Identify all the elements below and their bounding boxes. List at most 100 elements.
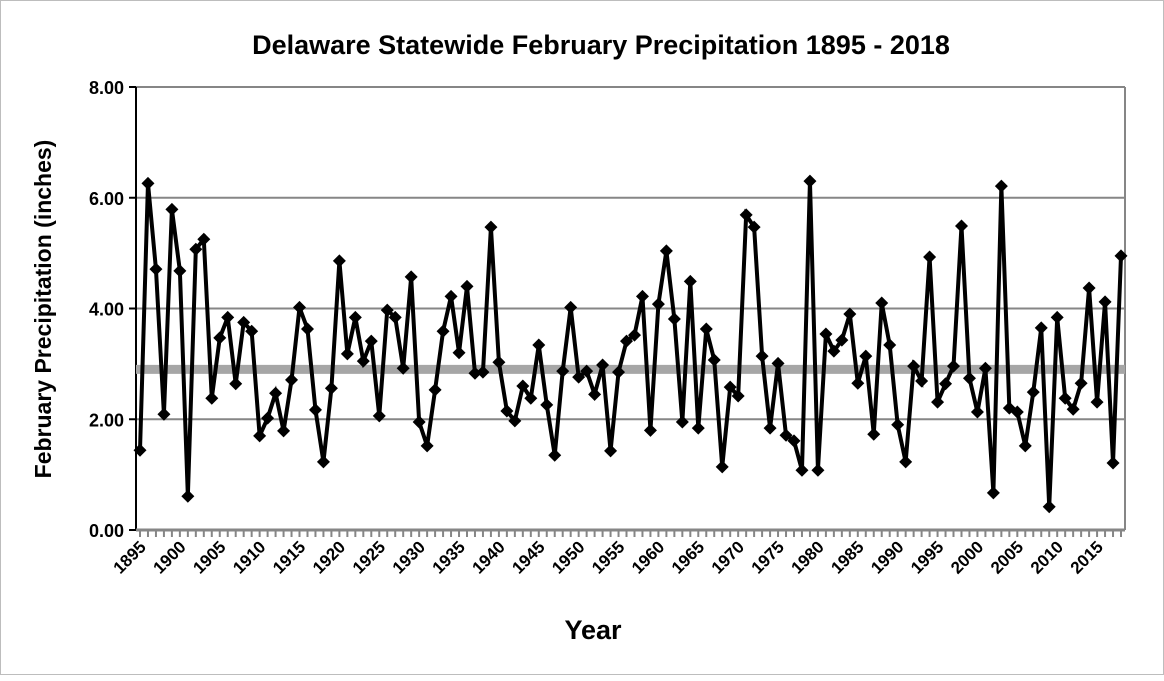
y-tick-label: 8.00 bbox=[89, 78, 124, 98]
data-point-2013 bbox=[1074, 376, 1088, 390]
x-tick-label: 1925 bbox=[349, 537, 389, 577]
data-point-1937 bbox=[468, 366, 482, 380]
y-tick-labels: 0.00 2.00 4.00 6.00 8.00 bbox=[89, 78, 124, 541]
data-point-2017 bbox=[1106, 456, 1120, 470]
data-point-1921 bbox=[340, 347, 354, 361]
data-point-1967 bbox=[707, 353, 721, 367]
data-point-1965 bbox=[691, 421, 705, 435]
data-point-2005 bbox=[1010, 405, 1024, 419]
x-tick-label: 1975 bbox=[748, 537, 788, 577]
chart-title: Delaware Statewide February Precipitatio… bbox=[252, 30, 950, 60]
data-point-1997 bbox=[947, 359, 961, 373]
data-point-1976 bbox=[779, 428, 793, 442]
data-point-1942 bbox=[508, 414, 522, 428]
data-point-1960 bbox=[651, 297, 665, 311]
data-point-2010 bbox=[1050, 310, 1064, 324]
data-point-2006 bbox=[1018, 439, 1032, 453]
data-point-1961 bbox=[659, 244, 673, 258]
x-tick-label: 1960 bbox=[628, 537, 668, 577]
data-point-1973 bbox=[755, 349, 769, 363]
x-tick-label: 1905 bbox=[189, 537, 229, 577]
x-axis-label: Year bbox=[564, 615, 622, 645]
x-tick-label: 1950 bbox=[548, 537, 588, 577]
data-point-1899 bbox=[165, 202, 179, 216]
data-point-1991 bbox=[899, 455, 913, 469]
data-point-1936 bbox=[460, 279, 474, 293]
data-point-1975 bbox=[771, 356, 785, 370]
y-tick-label: 2.00 bbox=[89, 410, 124, 430]
data-point-1958 bbox=[635, 289, 649, 303]
data-point-1966 bbox=[699, 322, 713, 336]
data-point-2015 bbox=[1090, 395, 1104, 409]
series-line bbox=[133, 174, 1128, 514]
data-point-1915 bbox=[293, 300, 307, 314]
data-point-1917 bbox=[308, 403, 322, 417]
data-point-1980 bbox=[811, 463, 825, 477]
data-point-1907 bbox=[229, 377, 243, 391]
data-point-1988 bbox=[875, 296, 889, 310]
data-point-1979 bbox=[803, 174, 817, 188]
data-point-1948 bbox=[556, 364, 570, 378]
x-tick-label: 2005 bbox=[987, 537, 1027, 577]
data-point-2014 bbox=[1082, 281, 1096, 295]
gridlines bbox=[129, 86, 1126, 531]
data-point-1902 bbox=[189, 242, 203, 256]
data-point-1925 bbox=[372, 409, 386, 423]
data-point-1959 bbox=[643, 423, 657, 437]
data-point-1950 bbox=[572, 370, 586, 384]
x-tick-label: 2000 bbox=[947, 537, 987, 577]
data-point-1984 bbox=[843, 307, 857, 321]
x-tick-label: 1920 bbox=[309, 537, 349, 577]
data-point-2018 bbox=[1114, 249, 1128, 263]
data-point-1929 bbox=[404, 270, 418, 284]
data-point-1909 bbox=[245, 324, 259, 338]
data-point-1916 bbox=[300, 322, 314, 336]
data-point-1939 bbox=[484, 220, 498, 234]
data-point-1996 bbox=[939, 377, 953, 391]
x-tick-label: 1995 bbox=[907, 537, 947, 577]
series-polyline bbox=[138, 181, 1123, 507]
data-point-1945 bbox=[532, 338, 546, 352]
data-point-1912 bbox=[269, 386, 283, 400]
data-point-2016 bbox=[1098, 295, 1112, 309]
data-point-1908 bbox=[237, 315, 251, 329]
data-point-1926 bbox=[380, 303, 394, 317]
data-point-1927 bbox=[388, 310, 402, 324]
data-point-1998 bbox=[954, 219, 968, 233]
data-point-1944 bbox=[524, 391, 538, 405]
x-tick-label: 1955 bbox=[588, 537, 628, 577]
data-point-1971 bbox=[739, 208, 753, 222]
x-tick-label: 2010 bbox=[1027, 537, 1067, 577]
data-point-2002 bbox=[986, 486, 1000, 500]
data-point-1949 bbox=[564, 300, 578, 314]
data-point-1928 bbox=[396, 361, 410, 375]
data-point-1906 bbox=[221, 310, 235, 324]
data-point-2007 bbox=[1026, 385, 1040, 399]
data-point-1922 bbox=[348, 310, 362, 324]
data-point-1989 bbox=[883, 338, 897, 352]
data-point-2009 bbox=[1042, 500, 1056, 514]
x-tick-label: 1935 bbox=[429, 537, 469, 577]
x-tick-label: 1945 bbox=[508, 537, 548, 577]
data-point-1954 bbox=[604, 444, 618, 458]
data-point-1964 bbox=[683, 274, 697, 288]
data-point-1982 bbox=[827, 344, 841, 358]
data-point-1993 bbox=[915, 374, 929, 388]
y-tick-label: 6.00 bbox=[89, 189, 124, 209]
data-point-1897 bbox=[149, 262, 163, 276]
data-point-1900 bbox=[173, 264, 187, 278]
data-point-1963 bbox=[675, 415, 689, 429]
data-point-1952 bbox=[588, 387, 602, 401]
x-tick-label: 1985 bbox=[827, 537, 867, 577]
data-point-1994 bbox=[923, 250, 937, 264]
data-point-1898 bbox=[157, 407, 171, 421]
data-point-1970 bbox=[731, 389, 745, 403]
data-point-1901 bbox=[181, 489, 195, 503]
x-tick-label: 1895 bbox=[110, 537, 150, 577]
data-point-1951 bbox=[580, 364, 594, 378]
data-point-1995 bbox=[931, 395, 945, 409]
data-point-1946 bbox=[540, 398, 554, 412]
data-point-1943 bbox=[516, 379, 530, 393]
data-point-1947 bbox=[548, 448, 562, 462]
